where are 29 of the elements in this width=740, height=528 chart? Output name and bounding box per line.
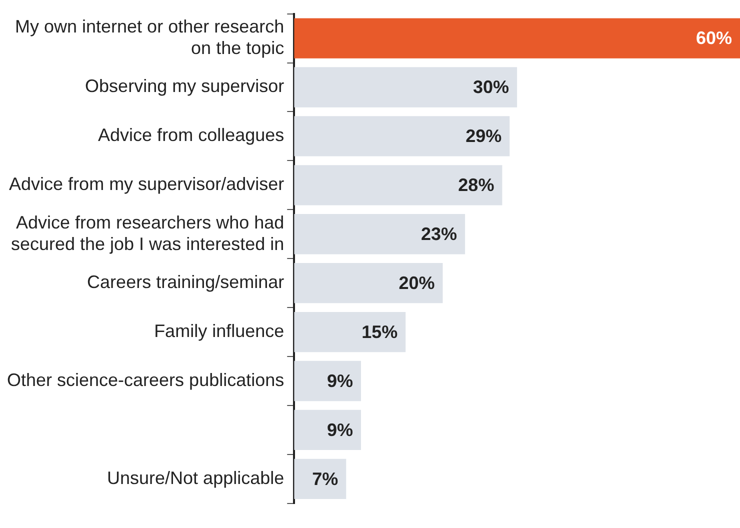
bar bbox=[294, 116, 510, 156]
bar bbox=[294, 410, 362, 450]
data-label: 28% bbox=[458, 175, 494, 196]
data-label: 60% bbox=[696, 28, 732, 48]
bar bbox=[294, 214, 466, 254]
bar bbox=[294, 458, 346, 499]
bar bbox=[294, 360, 362, 402]
y-tick-label: Unsure/Not applicable bbox=[107, 468, 284, 488]
y-tick-label: Observing my supervisor bbox=[85, 76, 284, 96]
y-tick-label: My own internet or other research on the topic bbox=[15, 16, 284, 58]
data-label: 9% bbox=[326, 370, 354, 391]
y-tick-label: Other science-careers publications bbox=[6, 370, 284, 390]
data-label: 30% bbox=[473, 77, 510, 98]
data-label: 23% bbox=[421, 224, 458, 244]
y-tick-label: Careers training/seminar bbox=[87, 272, 284, 292]
bar bbox=[294, 312, 406, 352]
bar bbox=[294, 165, 502, 206]
y-tick-label: Advice from researchers who had secured the job I was interested in bbox=[10, 212, 284, 254]
data-label: 15% bbox=[362, 322, 398, 342]
bar bbox=[294, 67, 518, 108]
y-tick-label: Family influence bbox=[154, 321, 284, 342]
y-tick-label: Advice from colleagues bbox=[98, 125, 284, 146]
bar bbox=[294, 18, 740, 58]
bar bbox=[294, 263, 443, 304]
y-tick-label: Advice from my supervisor/adviser bbox=[9, 174, 284, 194]
data-label: 7% bbox=[312, 468, 338, 489]
data-label: 29% bbox=[466, 126, 502, 146]
data-label: 9% bbox=[326, 420, 354, 440]
data-label: 20% bbox=[398, 273, 435, 294]
